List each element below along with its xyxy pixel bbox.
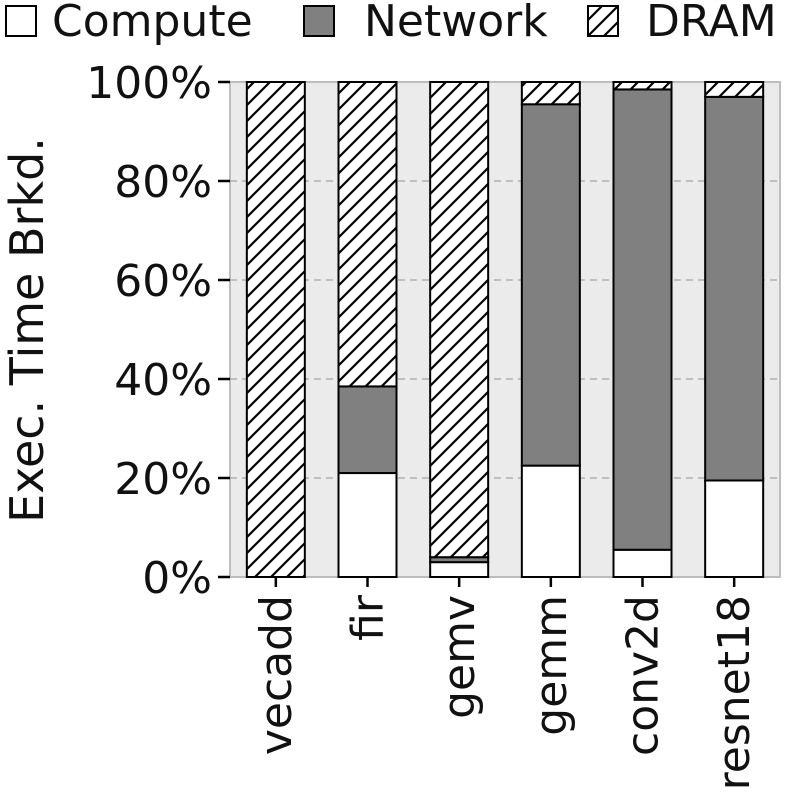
bar-compute-gemv	[429, 561, 490, 579]
x-tick-label-vecadd: vecadd	[251, 595, 302, 755]
y-tick-label: 80%	[114, 157, 212, 208]
bars	[245, 81, 765, 579]
bar-stack-conv2d	[612, 81, 673, 579]
bar-stack-gemm	[520, 81, 581, 578]
y-tick-label: 100%	[86, 58, 212, 109]
legend-label-network: Network	[364, 0, 548, 47]
bar-dram-resnet18	[704, 81, 765, 98]
bar-compute-fir	[337, 472, 398, 578]
y-tick-label: 40%	[114, 355, 212, 406]
y-axis: 0% 20% 40% 60% 80% 100%	[86, 58, 230, 604]
bar-stack-resnet18	[704, 81, 765, 579]
legend-item-network: Network	[303, 0, 548, 47]
x-axis: vecadd fir gemv gemm conv2d resnet18	[251, 577, 760, 790]
x-tick-label-resnet18: resnet18	[709, 595, 760, 790]
bar-dram-fir	[337, 81, 398, 388]
legend-item-compute: Compute	[5, 0, 253, 47]
legend-label-dram: DRAM	[646, 0, 777, 47]
legend-label-compute: Compute	[52, 0, 253, 47]
legend-item-dram: DRAM	[587, 0, 777, 47]
bar-network-resnet18	[704, 95, 765, 482]
plot-area	[229, 81, 781, 578]
bar-stack-vecadd	[245, 81, 306, 578]
y-tick-label: 20%	[114, 454, 212, 505]
y-tick-label: 0%	[142, 553, 212, 604]
legend-swatch-network	[303, 5, 335, 37]
bar-stack-fir	[337, 81, 398, 578]
grid	[230, 180, 780, 479]
bar-compute-resnet18	[704, 479, 765, 579]
x-tick-label-conv2d: conv2d	[618, 595, 669, 756]
legend-swatch-dram	[587, 5, 619, 37]
bar-compute-conv2d	[612, 548, 673, 579]
legend-swatch-compute	[5, 5, 37, 37]
bar-network-fir	[337, 385, 398, 475]
bar-compute-gemm	[520, 464, 581, 578]
bar-stack-gemv	[429, 81, 490, 579]
bar-dram-conv2d	[612, 81, 673, 91]
bar-dram-gemv	[429, 81, 490, 559]
y-axis-label: Exec. Time Brkd.	[0, 137, 54, 523]
bar-dram-vecadd	[245, 81, 306, 578]
legend: Compute Network DRAM	[5, 0, 777, 47]
x-tick-label-gemv: gemv	[434, 595, 485, 719]
x-tick-label-fir: fir	[343, 594, 394, 641]
x-tick-label-gemm: gemm	[526, 595, 577, 736]
bar-dram-gemm	[520, 81, 581, 106]
bar-network-conv2d	[612, 88, 673, 551]
y-tick-label: 60%	[114, 256, 212, 307]
bar-network-gemm	[520, 103, 581, 467]
